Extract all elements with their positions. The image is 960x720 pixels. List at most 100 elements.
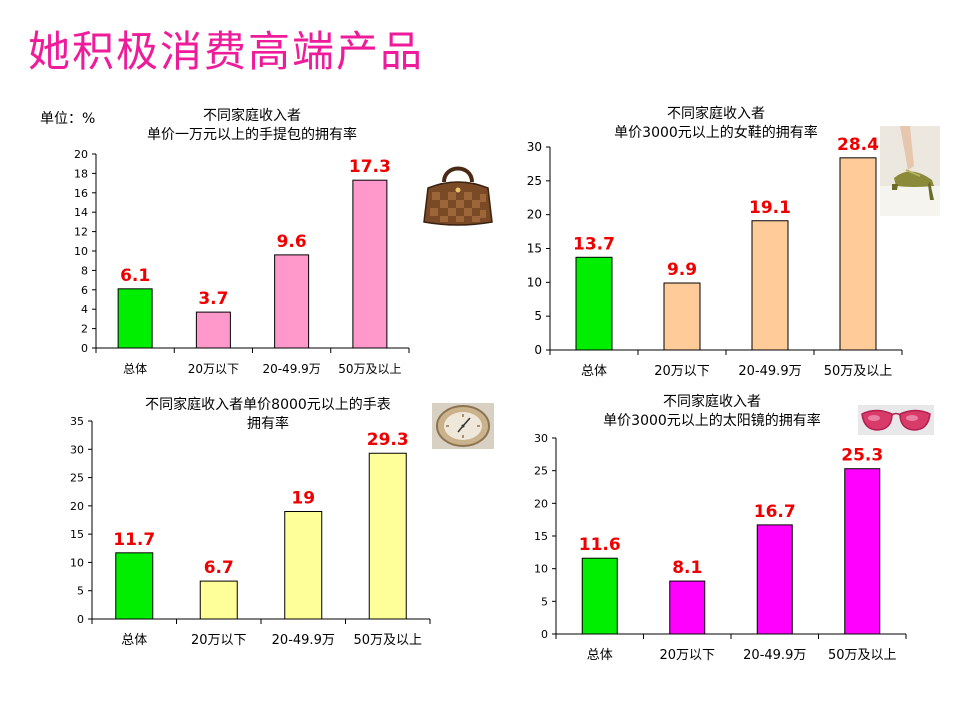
x-category-label: 20-49.9万 <box>262 362 320 376</box>
y-tick-label: 5 <box>77 585 84 598</box>
page-title: 她积极消费高端产品 <box>28 27 425 76</box>
bar-value-label: 25.3 <box>841 446 883 466</box>
y-tick-label: 6 <box>81 284 88 297</box>
x-category-label: 20-49.9万 <box>743 648 806 663</box>
y-tick-label: 15 <box>527 242 542 256</box>
bar-value-label: 3.7 <box>198 289 228 309</box>
x-category-label: 20万以下 <box>188 362 239 376</box>
handbag-photo <box>418 154 498 230</box>
chart-title-line: 单价一万元以上的手提包的拥有率 <box>147 126 357 143</box>
x-category-label: 50万及以上 <box>338 362 401 376</box>
bar <box>274 254 310 349</box>
bar <box>199 580 238 620</box>
x-category-label: 总体 <box>581 364 607 379</box>
bar-value-label: 29.3 <box>367 430 409 450</box>
bar-value-label: 13.7 <box>573 234 615 254</box>
y-tick-label: 0 <box>541 628 548 641</box>
watch-photo <box>432 403 494 449</box>
bar-value-label: 6.7 <box>204 558 234 578</box>
bar-value-label: 16.7 <box>754 502 796 522</box>
bar-value-label: 28.4 <box>837 135 879 155</box>
bar-value-label: 17.3 <box>349 157 391 177</box>
chart-title-line: 单价3000元以上的太阳镜的拥有率 <box>603 412 821 429</box>
bar <box>368 452 407 620</box>
bar <box>581 557 618 635</box>
chart-title-line: 不同家庭收入者 <box>663 393 761 410</box>
y-tick-label: 30 <box>70 443 84 456</box>
x-category-label: 20万以下 <box>659 648 715 663</box>
x-category-label: 20-49.9万 <box>272 633 335 648</box>
bar-value-label: 9.9 <box>667 260 697 280</box>
y-tick-label: 10 <box>70 556 84 569</box>
y-tick-label: 15 <box>70 528 84 541</box>
y-tick-label: 20 <box>70 500 84 513</box>
y-tick-label: 25 <box>70 472 84 485</box>
bar-value-label: 9.6 <box>277 232 307 252</box>
x-category-label: 20万以下 <box>191 633 247 648</box>
bar <box>756 524 793 635</box>
chart-title-line: 不同家庭收入者 <box>667 105 765 122</box>
y-tick-label: 0 <box>81 342 88 355</box>
y-tick-label: 20 <box>534 497 548 510</box>
bar-value-label: 6.1 <box>120 266 150 286</box>
y-tick-label: 4 <box>81 303 88 316</box>
y-tick-label: 20 <box>527 208 542 222</box>
chart-title-line: 单价3000元以上的女鞋的拥有率 <box>614 124 818 141</box>
y-tick-label: 10 <box>74 245 88 258</box>
bar-value-label: 11.7 <box>113 530 155 550</box>
y-tick-label: 2 <box>81 323 88 336</box>
bar <box>115 552 154 620</box>
x-category-label: 20万以下 <box>654 364 710 379</box>
y-tick-label: 10 <box>527 275 542 289</box>
y-tick-label: 16 <box>74 187 88 200</box>
x-category-label: 50万及以上 <box>828 648 897 663</box>
sunglasses-photo <box>858 405 934 435</box>
y-tick-label: 25 <box>527 174 542 188</box>
y-tick-label: 20 <box>74 148 88 161</box>
bar-value-label: 11.6 <box>579 535 621 555</box>
chart-title-line: 拥有率 <box>247 415 289 432</box>
y-tick-label: 25 <box>534 465 548 478</box>
x-category-label: 总体 <box>121 633 147 648</box>
chart-title-line: 不同家庭收入者 <box>203 107 301 124</box>
x-category-label: 总体 <box>587 648 613 663</box>
x-category-label: 总体 <box>123 362 147 376</box>
chart-title-line: 不同家庭收入者单价8000元以上的手表 <box>145 396 391 413</box>
bar <box>844 468 881 635</box>
bar <box>575 256 613 351</box>
y-tick-label: 14 <box>74 206 88 219</box>
bar <box>839 157 877 351</box>
bar <box>284 511 323 620</box>
y-tick-label: 15 <box>534 530 548 543</box>
bar <box>751 220 789 351</box>
y-tick-label: 0 <box>534 343 542 357</box>
x-category-label: 50万及以上 <box>824 364 893 379</box>
bar <box>663 282 701 351</box>
x-category-label: 20-49.9万 <box>738 364 801 379</box>
bar <box>195 311 231 349</box>
unit-label: 单位：% <box>40 111 96 127</box>
y-tick-label: 12 <box>74 226 88 239</box>
bar-value-label: 19.1 <box>749 198 791 218</box>
y-tick-label: 0 <box>77 613 84 626</box>
bar <box>669 580 706 635</box>
bar-value-label: 8.1 <box>672 558 702 578</box>
y-tick-label: 5 <box>541 595 548 608</box>
shoe-photo <box>880 126 940 216</box>
y-tick-label: 8 <box>81 264 88 277</box>
x-category-label: 50万及以上 <box>353 633 422 648</box>
y-tick-label: 35 <box>70 415 84 428</box>
y-tick-label: 18 <box>74 167 88 180</box>
y-tick-label: 30 <box>527 140 542 154</box>
y-tick-label: 30 <box>534 432 548 445</box>
y-tick-label: 10 <box>534 563 548 576</box>
bar <box>117 288 153 349</box>
y-tick-label: 5 <box>534 309 542 323</box>
bar <box>352 179 388 349</box>
bar-value-label: 19 <box>291 489 315 509</box>
